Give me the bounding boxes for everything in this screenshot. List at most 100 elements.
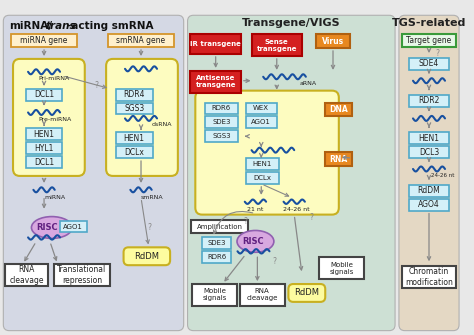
Text: Sense
transgene: Sense transgene	[256, 39, 297, 52]
Bar	[202, 251, 231, 263]
Text: ?: ?	[273, 257, 277, 266]
Text: ?: ?	[148, 223, 152, 232]
FancyBboxPatch shape	[3, 15, 184, 331]
Text: HYL1: HYL1	[35, 144, 54, 153]
Text: RISC: RISC	[243, 237, 264, 246]
Text: ?: ?	[436, 50, 440, 58]
Text: TGS-related: TGS-related	[392, 18, 466, 28]
Text: Pri-miRNA: Pri-miRNA	[38, 76, 69, 81]
FancyBboxPatch shape	[124, 247, 170, 265]
FancyBboxPatch shape	[399, 15, 459, 331]
Bar	[325, 103, 352, 117]
Text: DCLx: DCLx	[124, 148, 144, 157]
Bar	[26, 142, 63, 154]
Text: smRNA gene: smRNA gene	[117, 36, 165, 45]
Text: aRNA: aRNA	[299, 81, 316, 86]
Text: Antisense
transgene: Antisense transgene	[195, 75, 236, 88]
Text: dsRNA: dsRNA	[152, 122, 172, 127]
Bar	[26, 128, 63, 140]
Bar	[205, 117, 238, 128]
Text: RDR2: RDR2	[419, 96, 440, 105]
Text: SGS3: SGS3	[212, 133, 231, 139]
Bar	[191, 71, 241, 92]
Text: ?: ?	[244, 217, 248, 226]
FancyBboxPatch shape	[106, 59, 178, 176]
Bar	[191, 34, 241, 54]
Text: RdDM: RdDM	[418, 186, 440, 195]
Text: HEN1: HEN1	[34, 130, 55, 139]
Text: RNA: RNA	[330, 154, 348, 163]
Bar	[54, 264, 110, 286]
Text: 21 nt: 21 nt	[247, 207, 264, 212]
Bar	[191, 219, 248, 233]
Text: DCL1: DCL1	[34, 90, 54, 99]
Text: ?: ?	[310, 213, 314, 222]
Text: Translational
repression: Translational repression	[57, 265, 107, 285]
Text: 24-26 nt: 24-26 nt	[431, 174, 454, 179]
Text: Target gene: Target gene	[406, 36, 452, 45]
Text: HEN1: HEN1	[124, 134, 145, 143]
Text: AGO1: AGO1	[251, 119, 271, 125]
Bar	[409, 132, 449, 144]
Text: AGO1: AGO1	[63, 223, 83, 229]
Bar	[409, 199, 449, 211]
Bar	[319, 257, 364, 279]
Bar	[60, 220, 87, 232]
Bar	[246, 117, 277, 128]
Ellipse shape	[237, 230, 274, 252]
Text: -acting smRNA: -acting smRNA	[67, 21, 154, 31]
Text: RNA
cleavage: RNA cleavage	[9, 265, 44, 285]
Bar	[409, 146, 449, 158]
Text: ?: ?	[94, 81, 99, 90]
Text: SDE3: SDE3	[212, 119, 231, 125]
Text: WEX: WEX	[253, 106, 269, 112]
Text: DCLx: DCLx	[253, 175, 271, 181]
Bar	[11, 34, 77, 47]
Bar	[116, 146, 153, 158]
Bar	[246, 103, 277, 115]
Text: RNA
cleavage: RNA cleavage	[246, 288, 278, 302]
Bar	[402, 266, 456, 288]
Bar	[409, 58, 449, 70]
Text: RDR6: RDR6	[207, 254, 226, 260]
FancyBboxPatch shape	[195, 91, 339, 215]
Bar	[246, 172, 279, 184]
Bar	[26, 89, 63, 100]
Bar	[409, 94, 449, 107]
Text: DCL1: DCL1	[34, 157, 54, 166]
Text: DNA: DNA	[329, 105, 348, 114]
Text: Mobile
signals: Mobile signals	[329, 262, 354, 275]
Bar	[116, 89, 153, 100]
Text: HEN1: HEN1	[253, 161, 272, 167]
Text: AGO4: AGO4	[418, 200, 440, 209]
Text: SDE3: SDE3	[208, 241, 226, 246]
Text: Transgene/VIGS: Transgene/VIGS	[242, 18, 341, 28]
FancyBboxPatch shape	[188, 15, 395, 331]
Bar	[205, 103, 238, 115]
Ellipse shape	[31, 217, 72, 239]
Text: trans: trans	[46, 21, 77, 31]
Text: Mobile
signals: Mobile signals	[202, 288, 227, 302]
Text: RDR4: RDR4	[124, 90, 145, 99]
Text: RdDM: RdDM	[134, 252, 159, 261]
FancyBboxPatch shape	[13, 59, 85, 176]
Bar	[192, 284, 237, 306]
FancyBboxPatch shape	[288, 284, 325, 302]
Text: miRNA gene: miRNA gene	[20, 36, 68, 45]
Bar	[116, 103, 153, 115]
Text: miRNA/: miRNA/	[9, 21, 52, 31]
Bar	[246, 158, 279, 170]
Text: smRNA: smRNA	[140, 195, 163, 200]
Bar	[26, 156, 63, 168]
Bar	[409, 185, 449, 197]
Text: RdDM: RdDM	[294, 288, 319, 297]
Bar	[325, 152, 352, 166]
Text: RDR6: RDR6	[212, 106, 231, 112]
Text: SDE4: SDE4	[419, 59, 439, 68]
Bar	[116, 132, 153, 144]
Bar	[202, 238, 231, 249]
Text: Virus: Virus	[322, 37, 344, 46]
Bar	[240, 284, 284, 306]
Bar	[5, 264, 48, 286]
Text: HEN1: HEN1	[419, 134, 439, 143]
